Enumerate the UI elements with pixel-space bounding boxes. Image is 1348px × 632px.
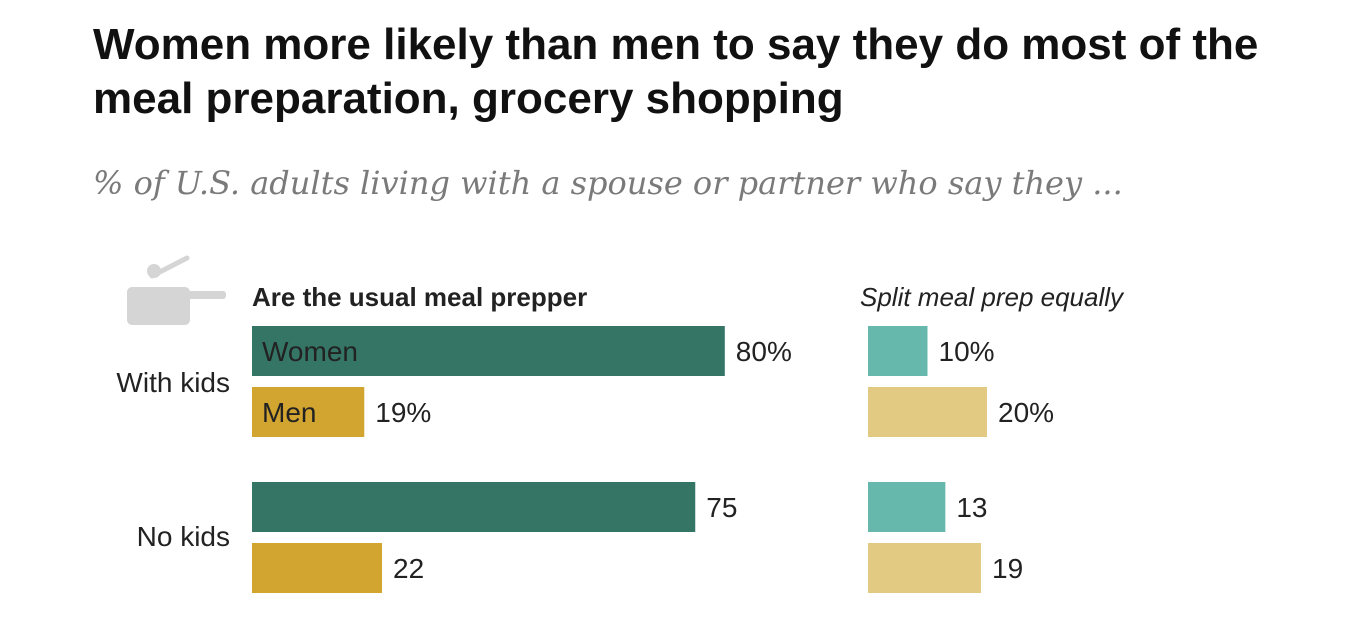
meal-prepper-bar-women-with-kids — [252, 326, 725, 376]
split-equally-bar-men-no-kids — [868, 543, 982, 593]
meal-prepper-value-label-women-no-kids: 75 — [706, 492, 737, 523]
series-label-men: Men — [262, 397, 316, 428]
meal-prepper-bar-women-no-kids — [252, 482, 696, 532]
chart-subtitle: % of U.S. adults living with a spouse or… — [93, 164, 1123, 202]
split-equally-bar-women-with-kids — [868, 326, 928, 376]
category-label-with-kids: With kids — [116, 367, 230, 398]
meal-prepper-value-label-women-with-kids: 80% — [736, 336, 792, 367]
split-equally-value-label-women-no-kids: 13 — [956, 492, 987, 523]
cooking-pot-icon — [127, 255, 226, 325]
chart-title: Women more likely than men to say they d… — [93, 20, 1259, 123]
split-equally-value-label-men-no-kids: 19 — [992, 553, 1023, 584]
meal-prepper-value-label-men-with-kids: 19% — [375, 397, 431, 428]
split-equally-bar-women-no-kids — [868, 482, 946, 532]
meal-prepper-bar-men-with-kids — [252, 387, 365, 437]
series-label-women: Women — [262, 336, 358, 367]
meal-prepper-bar-men-no-kids — [252, 543, 383, 593]
category-label-no-kids: No kids — [137, 521, 230, 552]
split-equally-value-label-women-with-kids: 10% — [939, 336, 995, 367]
split-equally-bar-men-with-kids — [868, 387, 987, 437]
split-equally-panel-title: Split meal prep equally — [860, 282, 1125, 312]
meal-prepper-value-label-men-no-kids: 22 — [393, 553, 424, 584]
split-equally-value-label-men-with-kids: 20% — [998, 397, 1054, 428]
meal-prepper-panel-title: Are the usual meal prepper — [252, 282, 587, 312]
